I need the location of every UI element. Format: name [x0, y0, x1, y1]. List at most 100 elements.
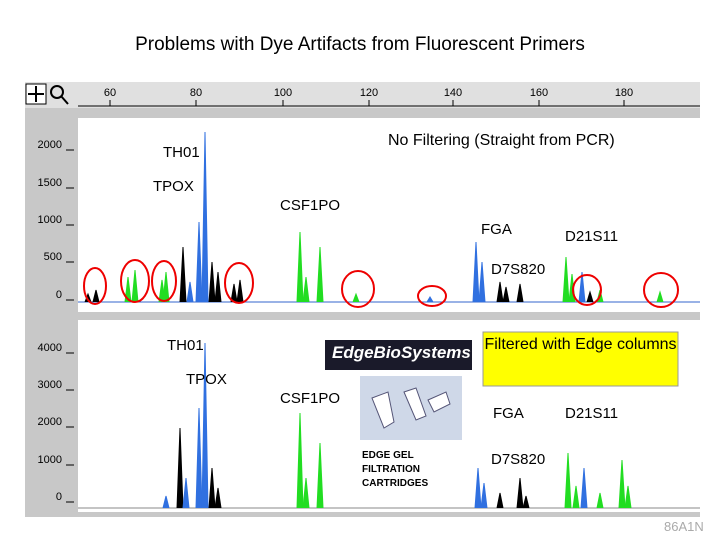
peak: [562, 256, 570, 303]
peak: [516, 477, 524, 509]
zoom-handle: [60, 95, 69, 105]
peak: [596, 492, 604, 509]
circle: [120, 259, 150, 303]
peak: [624, 485, 632, 509]
peak: [195, 407, 203, 509]
product-label: EDGE GEL: [362, 450, 414, 461]
peak: [182, 477, 190, 509]
y-tick-label: 500: [43, 251, 62, 263]
peak: [496, 281, 504, 303]
locus-label: D7S820: [491, 451, 546, 468]
peak: [474, 467, 482, 509]
ruler-label: 80: [189, 87, 203, 99]
peak: [236, 279, 244, 303]
peak: [316, 442, 324, 509]
peak: [578, 271, 586, 303]
peak: [516, 283, 524, 303]
peak: [522, 495, 530, 509]
locus-label: D7S820: [491, 261, 546, 278]
y-tick-label: 1000: [37, 214, 62, 226]
logo: EdgeBioSystems: [332, 343, 471, 362]
cross-icon: [28, 86, 44, 102]
peaks: [84, 131, 664, 509]
peak: [618, 459, 626, 509]
y-tick-label: 3000: [37, 379, 62, 391]
y-tick-label: 1500: [37, 177, 62, 189]
logo-box: [325, 340, 472, 370]
peak: [214, 271, 222, 303]
peak: [564, 452, 572, 509]
product-label: FILTRATION: [362, 464, 420, 475]
peak: [230, 283, 238, 303]
peak: [302, 477, 310, 509]
peak: [480, 482, 488, 509]
peak: [302, 276, 310, 303]
circle: [151, 260, 177, 302]
footer: 86A1N: [664, 519, 704, 534]
peak: [179, 246, 187, 303]
locus-label: TPOX: [186, 371, 227, 388]
circle: [83, 267, 107, 305]
peak: [426, 296, 434, 303]
y-tick-label: 1000: [37, 454, 62, 466]
artifact-circles: [83, 259, 679, 308]
peak: [162, 495, 170, 509]
peak: [186, 281, 194, 303]
caption-box: [482, 331, 679, 387]
peak: [84, 292, 92, 303]
caption: Filtered with Edge columns: [484, 336, 677, 353]
locus-label: TPOX: [153, 178, 194, 195]
locus-label: FGA: [493, 405, 524, 422]
peak: [131, 269, 139, 303]
y-tick-label: 0: [55, 289, 62, 301]
ruler-label: 140: [443, 87, 463, 99]
peak: [124, 276, 132, 303]
peak: [352, 292, 360, 303]
locus-label: TH01: [167, 337, 204, 354]
circle: [572, 274, 602, 306]
ruler-label: 120: [359, 87, 379, 99]
peak: [201, 342, 209, 509]
peak: [586, 290, 594, 303]
peak: [502, 286, 510, 303]
circle: [417, 285, 447, 307]
peak: [195, 221, 203, 303]
peak: [496, 492, 504, 509]
locus-label: CSF1PO: [280, 197, 341, 214]
peak: [472, 241, 480, 303]
peak: [201, 131, 209, 303]
peak: [296, 412, 304, 509]
circle: [643, 272, 679, 308]
ruler-label: 180: [614, 87, 634, 99]
locus-label: D21S11: [565, 228, 619, 245]
peak: [572, 485, 580, 509]
ruler-label: 60: [103, 87, 117, 99]
peak: [208, 467, 216, 509]
peak: [656, 290, 664, 303]
peak: [92, 289, 100, 303]
y-tick-label: 2000: [37, 139, 62, 151]
peak: [580, 467, 588, 509]
peak: [296, 231, 304, 303]
locus-label: TH01: [163, 144, 200, 161]
peak: [208, 261, 216, 303]
cartridge-icons: [371, 387, 451, 429]
zoom-icon[interactable]: [50, 85, 64, 99]
y-tick-label: 2000: [37, 416, 62, 428]
toolbar: [25, 82, 700, 108]
peak: [214, 487, 222, 509]
ruler-label: 160: [529, 87, 549, 99]
caption: No Filtering (Straight from PCR): [388, 132, 615, 149]
locus-label: CSF1PO: [280, 390, 341, 407]
product-label: CARTRIDGES: [362, 478, 429, 489]
locus-label: D21S11: [565, 405, 619, 422]
title: Problems with Dye Artifacts from Fluores…: [135, 34, 585, 55]
peak: [176, 427, 184, 509]
circle: [341, 270, 375, 308]
y-tick-label: 0: [55, 491, 62, 503]
peak: [316, 246, 324, 303]
y-tick-label: 4000: [37, 342, 62, 354]
peak: [162, 271, 170, 303]
